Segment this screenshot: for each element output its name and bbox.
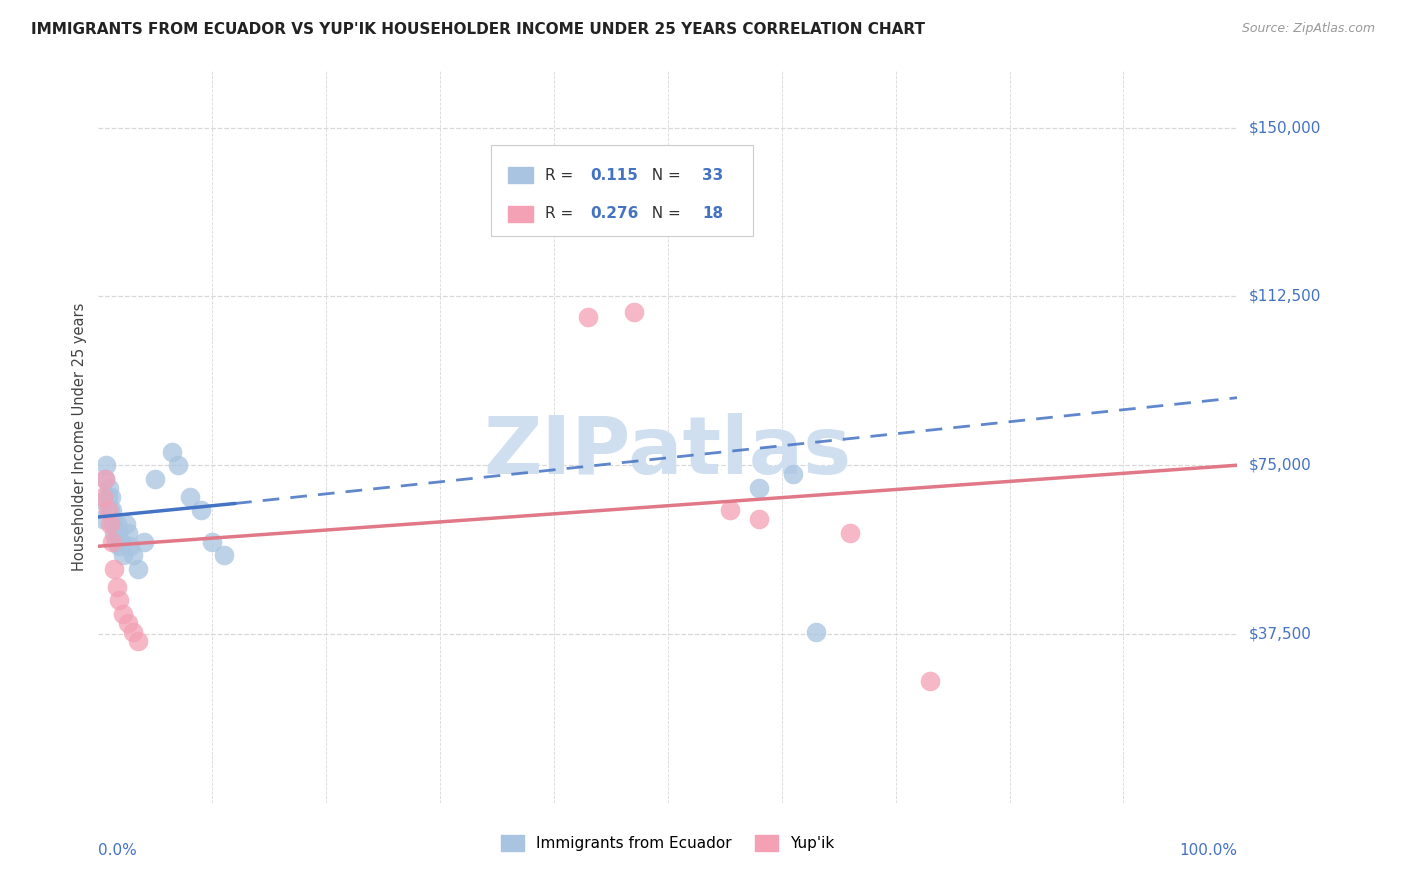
Point: [145, 472, 167, 486]
Point: [108, 593, 131, 607]
Point: [93, 494, 115, 508]
Point: [117, 525, 139, 540]
Point: [121, 548, 143, 562]
Point: [114, 516, 136, 531]
Point: [98, 503, 121, 517]
Point: [117, 615, 139, 630]
Point: [103, 516, 125, 531]
Point: [127, 633, 149, 648]
Point: [179, 490, 201, 504]
Point: [839, 525, 862, 540]
Point: [748, 512, 770, 526]
Point: [108, 539, 131, 553]
Point: [782, 467, 804, 482]
Point: [98, 516, 121, 531]
Point: [100, 490, 122, 504]
Text: 100.0%: 100.0%: [1180, 843, 1237, 858]
Point: [127, 562, 149, 576]
Text: R =: R =: [546, 168, 578, 183]
Point: [103, 525, 125, 540]
Text: 0.0%: 0.0%: [98, 843, 138, 858]
Y-axis label: Householder Income Under 25 years: Householder Income Under 25 years: [72, 303, 87, 571]
Point: [104, 534, 127, 549]
Point: [94, 472, 117, 486]
Text: $112,500: $112,500: [1249, 289, 1320, 304]
FancyBboxPatch shape: [509, 167, 533, 183]
Text: Source: ZipAtlas.com: Source: ZipAtlas.com: [1241, 22, 1375, 36]
Text: IMMIGRANTS FROM ECUADOR VS YUP'IK HOUSEHOLDER INCOME UNDER 25 YEARS CORRELATION : IMMIGRANTS FROM ECUADOR VS YUP'IK HOUSEH…: [31, 22, 925, 37]
Point: [120, 539, 142, 553]
Text: 0.276: 0.276: [591, 206, 638, 221]
Text: $75,000: $75,000: [1249, 458, 1312, 473]
Point: [91, 490, 114, 504]
Point: [101, 503, 124, 517]
Text: $150,000: $150,000: [1249, 120, 1320, 135]
Point: [212, 548, 235, 562]
Point: [96, 458, 118, 473]
FancyBboxPatch shape: [509, 206, 533, 222]
Point: [720, 503, 742, 517]
Point: [162, 444, 184, 458]
Text: N =: N =: [641, 168, 685, 183]
FancyBboxPatch shape: [491, 145, 754, 235]
Point: [748, 481, 770, 495]
Text: 33: 33: [702, 168, 723, 183]
Text: ZIPatlas: ZIPatlas: [484, 413, 852, 491]
Point: [105, 580, 128, 594]
Point: [576, 310, 599, 324]
Point: [110, 534, 132, 549]
Point: [201, 534, 224, 549]
Text: $37,500: $37,500: [1249, 626, 1312, 641]
Point: [91, 512, 114, 526]
Text: 18: 18: [702, 206, 723, 221]
Point: [105, 516, 128, 531]
Point: [918, 674, 941, 689]
Point: [132, 534, 155, 549]
Point: [107, 525, 129, 540]
Point: [103, 562, 125, 576]
Point: [112, 607, 135, 621]
Point: [96, 503, 118, 517]
Point: [94, 472, 117, 486]
Legend: Immigrants from Ecuador, Yup'ik: Immigrants from Ecuador, Yup'ik: [495, 830, 841, 857]
Point: [167, 458, 190, 473]
Point: [97, 481, 120, 495]
Point: [804, 624, 827, 639]
Text: N =: N =: [641, 206, 685, 221]
Point: [112, 548, 135, 562]
Point: [121, 624, 143, 639]
Point: [623, 305, 645, 319]
Point: [101, 534, 124, 549]
Point: [96, 490, 118, 504]
Text: 0.115: 0.115: [591, 168, 638, 183]
Point: [190, 503, 212, 517]
Text: R =: R =: [546, 206, 578, 221]
